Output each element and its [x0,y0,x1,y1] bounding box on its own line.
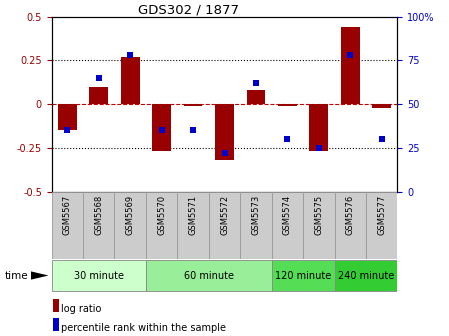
Text: GSM5569: GSM5569 [126,195,135,235]
Text: GSM5572: GSM5572 [220,195,229,235]
Bar [83,192,114,259]
Bar [146,192,177,259]
Text: 120 minute: 120 minute [275,270,331,281]
Text: 30 minute: 30 minute [74,270,124,281]
Bar [58,104,77,130]
Bar [309,104,328,151]
Text: GSM5567: GSM5567 [63,195,72,235]
Text: GSM5577: GSM5577 [377,195,386,235]
Bar [366,192,397,259]
Bar [247,90,265,104]
Polygon shape [31,271,48,280]
Bar [146,260,272,291]
Bar [114,192,146,259]
Bar [303,192,335,259]
Bar [335,192,366,259]
Text: GSM5576: GSM5576 [346,195,355,235]
Bar [52,260,146,291]
Bar [53,318,59,331]
Bar [209,192,240,259]
Bar [341,27,360,104]
Bar [53,299,59,312]
Bar [272,192,303,259]
Bar [335,260,397,291]
Bar [184,104,202,106]
Text: GDS302 / 1877: GDS302 / 1877 [138,3,239,16]
Bar [240,192,272,259]
Bar [152,104,171,151]
Bar [121,57,140,104]
Text: GSM5568: GSM5568 [94,195,103,235]
Text: time: time [4,270,28,281]
Text: GSM5570: GSM5570 [157,195,166,235]
Bar [52,192,83,259]
Text: percentile rank within the sample: percentile rank within the sample [61,323,225,333]
Bar [89,87,108,104]
Text: GSM5574: GSM5574 [283,195,292,235]
Bar [215,104,234,160]
Text: 60 minute: 60 minute [184,270,234,281]
Text: GSM5573: GSM5573 [251,195,260,235]
Bar [272,260,335,291]
Text: GSM5575: GSM5575 [314,195,323,235]
Text: log ratio: log ratio [61,304,101,314]
Bar [177,192,209,259]
Text: GSM5571: GSM5571 [189,195,198,235]
Bar [372,104,391,108]
Text: 240 minute: 240 minute [338,270,394,281]
Bar [278,104,297,106]
